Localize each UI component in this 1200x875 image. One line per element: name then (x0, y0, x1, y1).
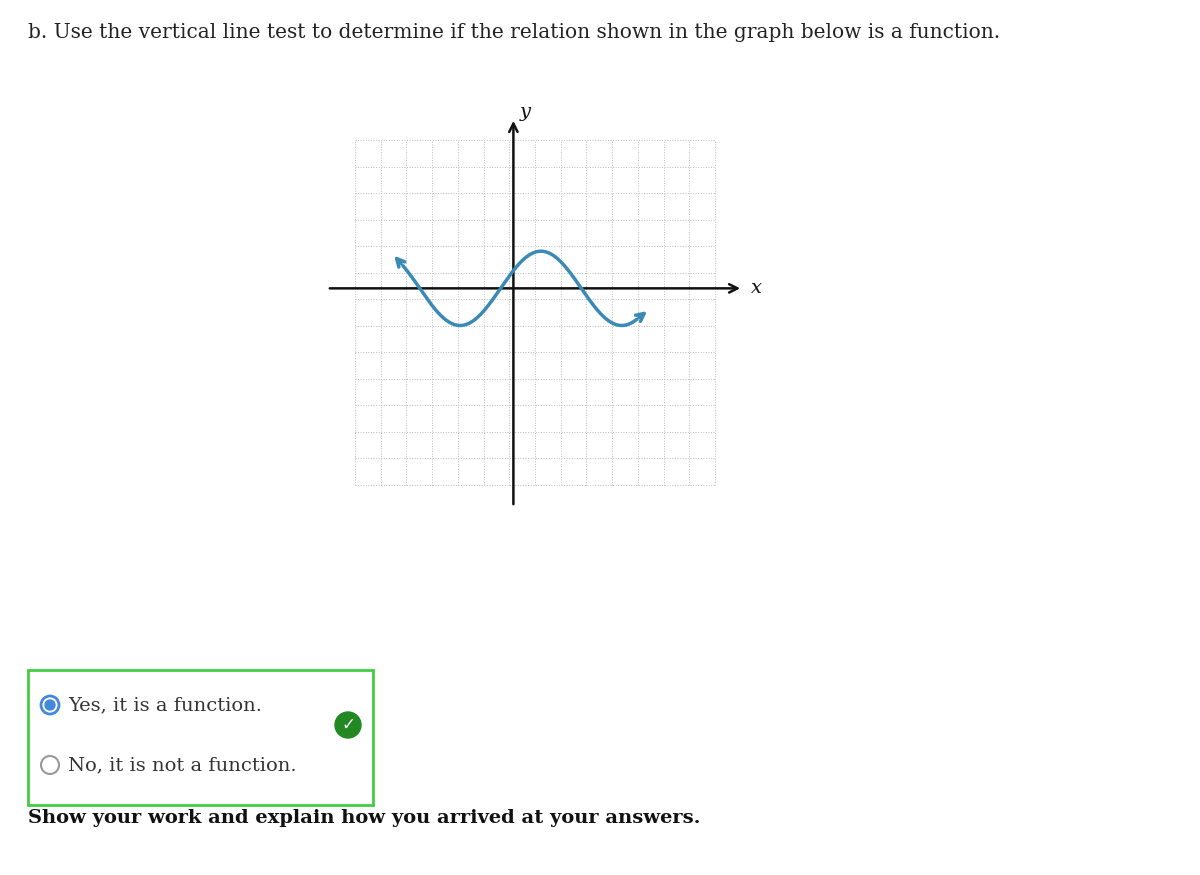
FancyBboxPatch shape (28, 670, 373, 805)
Circle shape (41, 696, 59, 714)
Circle shape (46, 700, 55, 710)
Text: x: x (751, 279, 762, 298)
Text: b. Use the vertical line test to determine if the relation shown in the graph be: b. Use the vertical line test to determi… (28, 23, 1000, 42)
Text: y: y (520, 103, 530, 121)
Circle shape (335, 712, 361, 738)
Text: Show your work and explain how you arrived at your answers.: Show your work and explain how you arriv… (28, 809, 701, 827)
Text: Yes, it is a function.: Yes, it is a function. (68, 696, 262, 714)
Circle shape (41, 756, 59, 774)
Text: ✓: ✓ (341, 716, 355, 734)
Text: No, it is not a function.: No, it is not a function. (68, 756, 296, 774)
